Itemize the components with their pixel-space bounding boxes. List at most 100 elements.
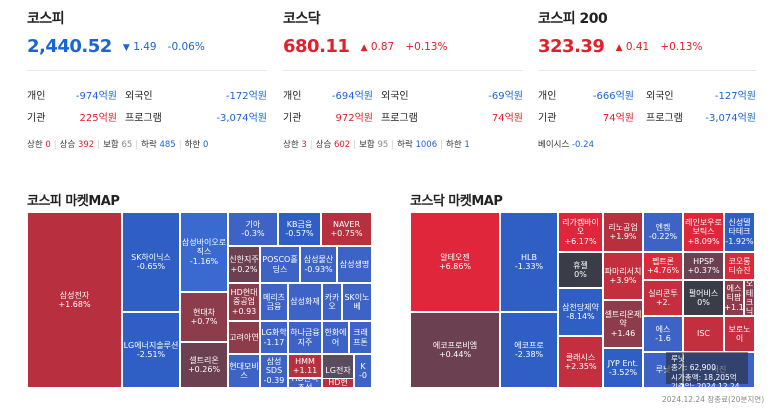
map-tile[interactable]: 레인보우로보틱스 +8.09% bbox=[683, 212, 724, 252]
map-tile[interactable]: SK하이닉스 -0.65% bbox=[122, 212, 180, 312]
map-tile[interactable]: 신한지주 +0.2% bbox=[228, 246, 260, 283]
tile-change: -2.51% bbox=[136, 350, 166, 359]
map-tile[interactable]: 삼성전자 +1.68% bbox=[27, 212, 122, 388]
tile-name: 삼성화재 bbox=[290, 297, 320, 307]
tile-change: +1.1 bbox=[724, 302, 744, 312]
map-tile[interactable]: 삼성화재 bbox=[288, 283, 322, 321]
map-tile[interactable]: 알테오젠 +6.86% bbox=[410, 212, 500, 312]
map-tile[interactable]: JYP Ent. -3.52% bbox=[603, 348, 643, 388]
investor-label: 프로그램 bbox=[646, 113, 683, 124]
map-tile[interactable]: 클래시스 +2.35% bbox=[558, 336, 603, 388]
map-tile[interactable]: 메리츠금융 bbox=[260, 283, 288, 321]
tile-name: 파마리서치 bbox=[604, 266, 642, 276]
investor-label: 개인 bbox=[283, 91, 302, 102]
index-price: 680.11 bbox=[283, 36, 350, 57]
tile-name: 삼성SDS bbox=[265, 356, 283, 376]
map-tile[interactable]: K -0 bbox=[354, 354, 372, 388]
stat-value: 3 bbox=[301, 140, 307, 150]
map-tile[interactable]: 삼성바이오로직스 -1.16% bbox=[180, 212, 228, 292]
stat-label: 보합 bbox=[359, 140, 375, 150]
map-tile[interactable]: 에코프로 -2.38% bbox=[500, 312, 558, 388]
map-tile[interactable]: 삼성생명 bbox=[337, 246, 372, 283]
map-tile[interactable]: 고려아연 bbox=[228, 321, 260, 354]
index-title[interactable]: 코스피 bbox=[27, 11, 65, 27]
breadth-stats: 상한 0 | 상승 392 | 보합 65 | 하락 485 | 하한 0 bbox=[27, 140, 209, 150]
map-tile[interactable]: 셀트리온제약 +1.46 bbox=[603, 300, 643, 348]
map-tile[interactable]: 펄어비스 0% bbox=[683, 280, 724, 316]
map-tile[interactable]: 하나금융지주 bbox=[288, 321, 322, 354]
map-tile[interactable]: 엔켐 -0.22% bbox=[643, 212, 683, 252]
tile-name: 하나금융지주 bbox=[290, 328, 320, 347]
map-tile[interactable]: 삼성SDS -0.39 bbox=[260, 354, 288, 388]
tile-name: ISC bbox=[696, 329, 711, 339]
kosdaq-map-title[interactable]: 코스닥 마켓MAP bbox=[410, 194, 503, 209]
index-title[interactable]: 코스닥 bbox=[283, 11, 321, 27]
kospi-map-title[interactable]: 코스피 마켓MAP bbox=[27, 194, 120, 209]
tile-name: HLB bbox=[521, 252, 537, 262]
tile-change: +0.44% bbox=[438, 350, 472, 359]
index-price-line: 680.11 ▲ 0.87 +0.13% bbox=[283, 36, 447, 57]
kospi-panel: 코스피 2,440.52 ▼ 1.49 -0.06% 개인 -974억원 외국인… bbox=[27, 0, 267, 160]
map-tile[interactable]: 코오롱티슈진 bbox=[724, 252, 755, 280]
tooltip-value: 2024.12.24 bbox=[696, 382, 740, 392]
tile-change: +1.68% bbox=[58, 300, 91, 309]
tile-change: -1.16% bbox=[189, 256, 219, 266]
map-tile[interactable]: ISC bbox=[683, 316, 724, 352]
map-tile[interactable]: 크래프톤 bbox=[349, 321, 372, 354]
map-tile[interactable]: 에코프로비엠 +0.44% bbox=[410, 312, 500, 388]
map-tile[interactable]: 삼성물산 -0.93% bbox=[300, 246, 337, 283]
tile-name: 리노공업 bbox=[608, 222, 638, 232]
map-tile[interactable]: 실리콘투 +2. bbox=[643, 280, 683, 316]
map-tile[interactable]: 리노공업 +1.9% bbox=[603, 212, 643, 252]
map-tile[interactable]: 카카오 bbox=[322, 283, 342, 321]
map-tile[interactable]: 리가켐바이오 +6.17% bbox=[558, 212, 603, 252]
up-arrow-icon: ▲ bbox=[360, 42, 368, 53]
index-title[interactable]: 코스피 200 bbox=[538, 11, 608, 27]
map-tile[interactable]: 기아 -0.3% bbox=[228, 212, 278, 246]
map-tile[interactable]: HD한국조선 bbox=[288, 378, 322, 388]
map-tile[interactable]: 에스티팜 +1.1 bbox=[724, 280, 744, 316]
tile-name: POSCO홀딩스 bbox=[262, 255, 298, 274]
map-tile[interactable]: POSCO홀딩스 bbox=[260, 246, 300, 283]
index-change: ▼ 1.49 bbox=[123, 41, 157, 53]
map-tile[interactable]: 현대모비스 bbox=[228, 354, 260, 388]
stat-value: 1006 bbox=[415, 140, 438, 150]
map-tile[interactable]: 이오테크닉스 bbox=[744, 280, 755, 316]
map-tile[interactable]: SK이노베 bbox=[342, 283, 372, 321]
index-price: 2,440.52 bbox=[27, 36, 112, 57]
investor-value: -127억원 bbox=[714, 91, 756, 102]
map-tile[interactable]: HLB -1.33% bbox=[500, 212, 558, 312]
investor-value: -69억원 bbox=[488, 91, 523, 102]
tile-change: -3.52% bbox=[608, 368, 638, 377]
investor-value: 74억원 bbox=[602, 113, 634, 124]
map-tile[interactable]: 한화에어 bbox=[322, 321, 349, 354]
tooltip-label: 종가: bbox=[671, 363, 688, 373]
map-tile[interactable]: 펩트론 +4.76% bbox=[643, 252, 683, 280]
map-tile[interactable]: KB금융 -0.57% bbox=[278, 212, 321, 246]
tile-name: KB금융 bbox=[286, 219, 313, 229]
map-tile[interactable]: 보로노이 bbox=[724, 316, 755, 352]
map-tile[interactable]: HPSP +0.37% bbox=[683, 252, 724, 280]
map-tile[interactable]: LG화학 -1.17 bbox=[260, 321, 288, 354]
tile-name: 고려아연 bbox=[229, 332, 259, 342]
map-tile[interactable]: 휴젤 0% bbox=[558, 252, 603, 288]
map-tile[interactable]: HD현 bbox=[322, 378, 354, 388]
map-tile[interactable]: 에스 -1.6 bbox=[643, 316, 683, 352]
divider bbox=[27, 70, 267, 71]
map-tile[interactable]: 신성델타테크 -1.92% bbox=[724, 212, 755, 252]
map-tile[interactable]: 셀트리온 +0.26% bbox=[180, 342, 228, 388]
map-tile[interactable]: 파마리서치 +3.9% bbox=[603, 252, 643, 300]
investor-value: -694억원 bbox=[331, 91, 373, 102]
stat-label: 하한 bbox=[446, 140, 462, 150]
map-tile[interactable]: NAVER +0.75% bbox=[321, 212, 372, 246]
investor-label: 기관 bbox=[27, 113, 46, 124]
map-tile[interactable]: LG에너지솔루션 -2.51% bbox=[122, 312, 180, 388]
map-tile[interactable]: 삼천당제약 -8.14% bbox=[558, 288, 603, 336]
tile-name: 엔켐 bbox=[655, 222, 671, 232]
tile-change: +4.76% bbox=[646, 266, 680, 275]
stat-label: 하락 bbox=[141, 140, 157, 150]
stat-label: 보합 bbox=[103, 140, 119, 150]
map-tile[interactable]: HD현대중공업 +0.93 bbox=[228, 283, 260, 321]
map-tile[interactable]: 현대차 +0.7% bbox=[180, 292, 228, 342]
map-tile[interactable]: HMM +1.11 bbox=[288, 354, 322, 378]
